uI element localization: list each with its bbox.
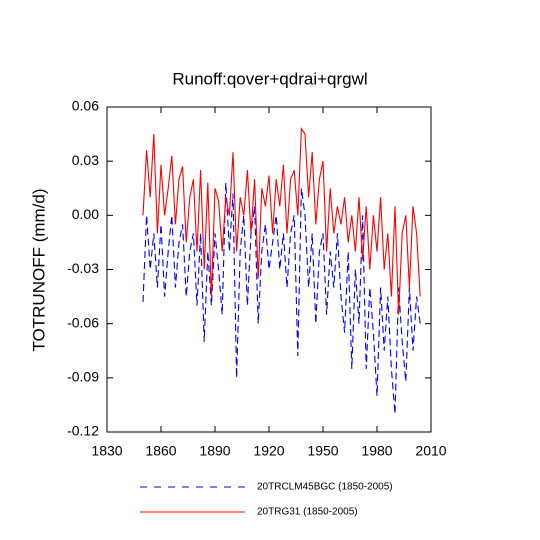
data-line: [142, 126, 421, 315]
chart-title: Runoff:qover+qdrai+qrgwl: [172, 69, 367, 88]
y-tick-label: -0.03: [67, 260, 99, 276]
legend-label: 20TRG31 (1850-2005): [257, 507, 358, 518]
x-tick-label: 2010: [415, 443, 446, 459]
x-tick-label: 1980: [361, 443, 392, 459]
x-tick-label: 1950: [307, 443, 338, 459]
x-tick-label: 1890: [199, 443, 230, 459]
y-tick-label: 0.00: [72, 206, 99, 222]
y-tick-label: -0.12: [67, 423, 99, 439]
x-tick-label: 1920: [253, 443, 284, 459]
y-tick-label: -0.09: [67, 369, 99, 385]
y-tick-label: 0.06: [72, 98, 99, 114]
x-tick-label: 1860: [145, 443, 176, 459]
y-axis-label: TOTRUNOFF (mm/d): [29, 188, 48, 351]
y-tick-label: 0.03: [72, 152, 99, 168]
plot-frame: [106, 106, 432, 433]
y-tick-label: -0.06: [67, 314, 99, 330]
data-line: [142, 182, 421, 414]
legend-label: 20TRCLM45BGC (1850-2005): [257, 482, 393, 493]
x-tick-label: 1830: [91, 443, 122, 459]
